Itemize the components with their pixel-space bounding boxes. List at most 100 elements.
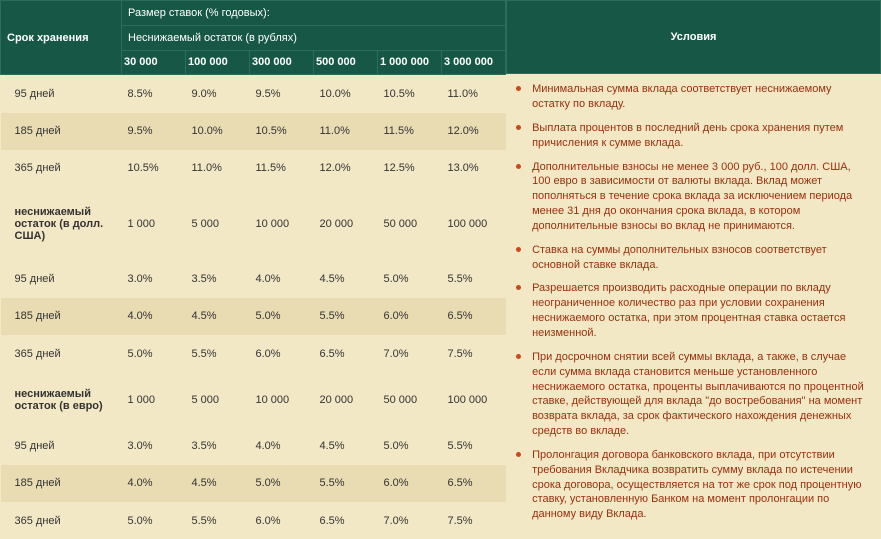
subheader-value: 20 000 <box>314 372 378 428</box>
rate-cell: 6.5% <box>314 335 378 372</box>
table-row: 365 дней5.0%5.5%6.0%6.5%7.0%7.5% <box>1 502 506 539</box>
subheader-value: 50 000 <box>378 372 442 428</box>
rate-cell: 5.0% <box>122 335 186 372</box>
table-header: Срок хранения Размер ставок (% годовых):… <box>1 1 506 75</box>
header-min-balance: Неснижаемый остаток (в рублях) <box>122 26 506 51</box>
rate-cell: 3.5% <box>186 261 250 298</box>
table-row: 185 дней9.5%10.0%10.5%11.0%11.5%12.0% <box>1 113 506 150</box>
rate-cell: 9.0% <box>186 75 250 113</box>
rate-cell: 4.0% <box>122 298 186 335</box>
rate-cell: 3.0% <box>122 261 186 298</box>
rate-cell: 8.5% <box>122 75 186 113</box>
rate-cell: 6.0% <box>250 335 314 372</box>
table-row: 365 дней10.5%11.0%11.5%12.0%12.5%13.0% <box>1 150 506 187</box>
table-row: 95 дней3.0%3.5%4.0%4.5%5.0%5.5% <box>1 428 506 465</box>
rate-cell: 10.0% <box>186 113 250 150</box>
condition-item: Дополнительные взносы не менее 3 000 руб… <box>528 160 871 234</box>
rate-cell: 6.0% <box>378 298 442 335</box>
table-row: 365 дней5.0%5.5%6.0%6.5%7.0%7.5% <box>1 335 506 372</box>
rate-cell: 11.0% <box>186 150 250 187</box>
rate-cell: 5.5% <box>314 298 378 335</box>
rate-cell: 7.5% <box>442 335 506 372</box>
rate-cell: 7.5% <box>442 502 506 539</box>
rate-cell: 5.0% <box>122 502 186 539</box>
rate-cell: 13.0% <box>442 150 506 187</box>
col-header-term: Срок хранения <box>1 1 122 75</box>
rate-cell: 9.5% <box>250 75 314 113</box>
rate-cell: 10.5% <box>122 150 186 187</box>
rate-cell: 12.0% <box>314 150 378 187</box>
rate-cell: 6.5% <box>314 502 378 539</box>
rate-cell: 4.0% <box>250 261 314 298</box>
rate-cell: 11.0% <box>442 75 506 113</box>
row-label: 95 дней <box>1 428 122 465</box>
table-body: 95 дней8.5%9.0%9.5%10.0%10.5%11.0%185 дн… <box>1 75 506 539</box>
amount-col: 300 000 <box>250 51 314 75</box>
row-label: 185 дней <box>1 298 122 335</box>
amount-col: 1 000 000 <box>378 51 442 75</box>
condition-item: Выплата процентов в последний день срока… <box>528 121 871 151</box>
subheader-value: 10 000 <box>250 187 314 261</box>
layout-wrap: Срок хранения Размер ставок (% годовых):… <box>0 0 881 539</box>
row-label: 95 дней <box>1 75 122 113</box>
subheader-value: 100 000 <box>442 372 506 428</box>
rate-cell: 3.5% <box>186 428 250 465</box>
subheader-label: неснижаемый остаток (в долл. США) <box>1 187 122 261</box>
rate-cell: 5.0% <box>250 465 314 502</box>
row-label: 185 дней <box>1 113 122 150</box>
rate-cell: 7.0% <box>378 502 442 539</box>
row-label: 95 дней <box>1 261 122 298</box>
row-label: 365 дней <box>1 335 122 372</box>
rate-cell: 5.5% <box>442 261 506 298</box>
table-row: 95 дней8.5%9.0%9.5%10.0%10.5%11.0% <box>1 75 506 113</box>
amount-col: 100 000 <box>186 51 250 75</box>
rate-cell: 6.5% <box>442 298 506 335</box>
rate-cell: 5.0% <box>378 261 442 298</box>
subheader-value: 1 000 <box>122 372 186 428</box>
conditions-body: Минимальная сумма вклада соответствует н… <box>506 74 881 539</box>
row-label: 185 дней <box>1 465 122 502</box>
rate-cell: 5.5% <box>186 502 250 539</box>
rates-table: Срок хранения Размер ставок (% годовых):… <box>0 0 506 539</box>
rate-cell: 7.0% <box>378 335 442 372</box>
condition-item: Разрешается производить расходные операц… <box>528 281 871 340</box>
subheader-value: 20 000 <box>314 187 378 261</box>
rate-cell: 4.5% <box>314 428 378 465</box>
condition-item: При досрочном снятии всей суммы вклада, … <box>528 350 871 439</box>
amount-col: 500 000 <box>314 51 378 75</box>
rate-cell: 9.5% <box>122 113 186 150</box>
rate-cell: 10.0% <box>314 75 378 113</box>
rate-cell: 5.5% <box>314 465 378 502</box>
header-rate-size: Размер ставок (% годовых): <box>122 1 506 26</box>
rate-cell: 4.5% <box>186 465 250 502</box>
subheader-value: 1 000 <box>122 187 186 261</box>
rate-cell: 4.5% <box>186 298 250 335</box>
subheader-value: 50 000 <box>378 187 442 261</box>
amount-col: 30 000 <box>122 51 186 75</box>
table-row: 185 дней4.0%4.5%5.0%5.5%6.0%6.5% <box>1 465 506 502</box>
subheader-row: неснижаемый остаток (в долл. США)1 0005 … <box>1 187 506 261</box>
rate-cell: 6.0% <box>250 502 314 539</box>
condition-item: Минимальная сумма вклада соответствует н… <box>528 82 871 112</box>
subheader-label: неснижаемый остаток (в евро) <box>1 372 122 428</box>
rate-cell: 6.5% <box>442 465 506 502</box>
row-label: 365 дней <box>1 150 122 187</box>
rate-cell: 11.5% <box>250 150 314 187</box>
rate-cell: 5.0% <box>378 428 442 465</box>
rate-cell: 5.5% <box>442 428 506 465</box>
subheader-value: 5 000 <box>186 187 250 261</box>
rate-cell: 4.0% <box>250 428 314 465</box>
rate-cell: 11.5% <box>378 113 442 150</box>
subheader-value: 5 000 <box>186 372 250 428</box>
rate-cell: 4.0% <box>122 465 186 502</box>
subheader-value: 100 000 <box>442 187 506 261</box>
rate-cell: 6.0% <box>378 465 442 502</box>
subheader-value: 10 000 <box>250 372 314 428</box>
conditions-panel: Условия Минимальная сумма вклада соответ… <box>506 0 881 539</box>
rate-cell: 12.0% <box>442 113 506 150</box>
conditions-header: Условия <box>506 0 881 74</box>
conditions-list: Минимальная сумма вклада соответствует н… <box>510 82 871 522</box>
rate-cell: 5.0% <box>250 298 314 335</box>
condition-item: Ставка на суммы дополнительных взносов с… <box>528 243 871 273</box>
rate-cell: 4.5% <box>314 261 378 298</box>
